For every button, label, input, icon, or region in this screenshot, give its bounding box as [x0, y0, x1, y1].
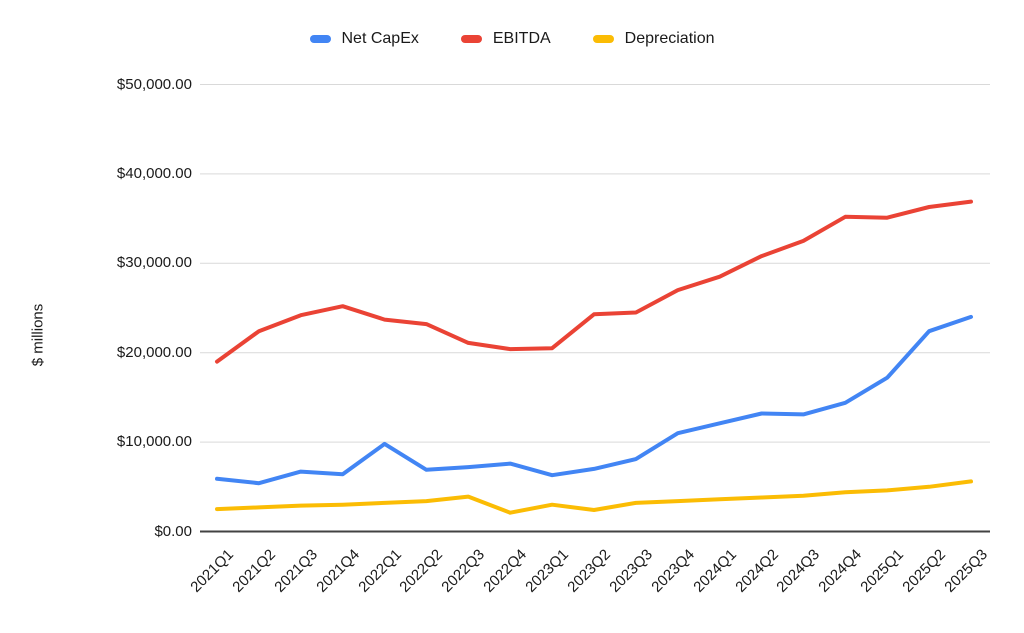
- y-tick-label: $20,000.00: [116, 343, 192, 361]
- legend-label-depreciation: Depreciation: [624, 30, 715, 47]
- y-tick-label: $30,000.00: [116, 254, 192, 272]
- y-tick-label: $10,000.00: [116, 433, 192, 451]
- line-ebitda: [215, 199, 973, 364]
- y-tick-label: $40,000.00: [116, 164, 192, 182]
- legend-item-net-capex: Net CapEx: [309, 30, 419, 48]
- line-depreciation: [215, 479, 973, 515]
- y-tick-label: $0.00: [154, 522, 192, 540]
- legend-label-net-capex: Net CapEx: [341, 30, 419, 47]
- line-net-capex: [215, 314, 973, 486]
- net-capex-swatch-icon: [309, 35, 331, 43]
- legend-item-depreciation: Depreciation: [592, 30, 715, 48]
- ebitda-swatch-icon: [460, 35, 482, 43]
- chart-legend: Net CapEx EBITDA Depreciation: [0, 30, 1024, 48]
- y-tick-label: $50,000.00: [116, 75, 192, 93]
- depreciation-swatch-icon: [592, 35, 614, 43]
- legend-item-ebitda: EBITDA: [460, 30, 551, 48]
- legend-label-ebitda: EBITDA: [492, 30, 551, 47]
